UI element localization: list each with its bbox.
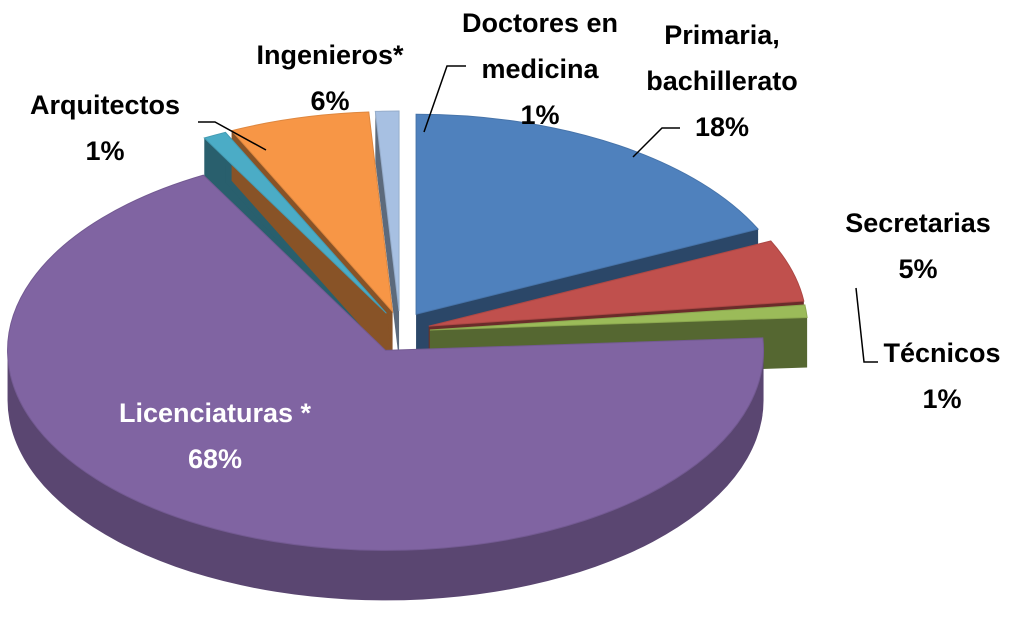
slice-cut-side — [375, 111, 400, 362]
category-label: Arquitectos — [29, 90, 181, 120]
category-label: Licenciaturas * — [118, 398, 312, 428]
slices — [7, 110, 808, 601]
slice — [374, 110, 400, 312]
category-label: Técnicos — [883, 338, 1001, 368]
value-label: 1% — [520, 100, 560, 130]
leader-line — [198, 121, 267, 151]
value-label: 1% — [922, 384, 962, 414]
slice — [230, 111, 394, 314]
value-label: 18% — [694, 112, 750, 142]
slice-label: Técnicos 1% — [852, 330, 1017, 422]
leader-line — [632, 127, 680, 158]
slice — [429, 304, 808, 331]
value-label: 1% — [85, 136, 125, 166]
value-label: 6% — [310, 86, 350, 116]
leader-line — [423, 65, 466, 133]
slice-label: Arquitectos 1% — [5, 82, 205, 174]
value-label: 68% — [187, 444, 243, 474]
category-label: Secretarias — [845, 208, 991, 238]
leader-line — [855, 287, 878, 363]
slice-side — [7, 350, 764, 601]
slice-label: Primaria, bachillerato 18% — [627, 12, 817, 150]
slice-label: Ingenieros* 6% — [230, 32, 430, 124]
leader-lines — [198, 65, 878, 363]
slice-label: Doctores en medicina 1% — [448, 0, 633, 138]
slice — [428, 240, 805, 327]
category-label: Ingenieros* — [256, 40, 404, 70]
value-label: 5% — [898, 254, 938, 284]
slice — [203, 131, 387, 314]
slice-label: Secretarias 5% — [818, 200, 1017, 292]
category-label: Doctores en medicina — [461, 8, 619, 84]
slice — [415, 113, 760, 315]
slice-label: Licenciaturas * 68% — [65, 390, 365, 482]
category-label: Primaria, bachillerato — [646, 20, 798, 96]
slice — [7, 174, 764, 551]
